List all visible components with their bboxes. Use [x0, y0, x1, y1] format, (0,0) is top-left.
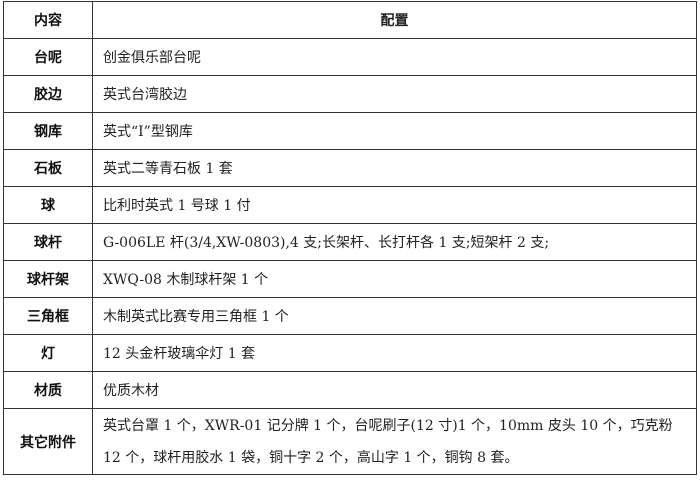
- table-row: 球杆架 XWQ-08 木制球杆架 1 个: [3, 260, 697, 298]
- row-key: 其它附件: [3, 408, 93, 475]
- row-value: 英式二等青石板 1 套: [92, 149, 697, 187]
- row-value: 英式“I”型钢库: [92, 112, 697, 150]
- row-key: 台呢: [3, 38, 93, 76]
- header-content: 内容: [3, 1, 93, 39]
- table-row: 钢库 英式“I”型钢库: [3, 112, 697, 150]
- row-value: 创金俱乐部台呢: [92, 38, 697, 76]
- row-value: XWQ-08 木制球杆架 1 个: [92, 260, 697, 298]
- table-header-row: 内容 配置: [3, 1, 697, 39]
- row-key: 球: [3, 186, 93, 224]
- row-value: 12 头金杆玻璃伞灯 1 套: [92, 334, 697, 372]
- row-value: 英式台罩 1 个，XWR-01 记分牌 1 个，台呢刷子(12 寸)1 个，10…: [92, 408, 697, 475]
- table-row: 台呢 创金俱乐部台呢: [3, 38, 697, 76]
- row-key: 材质: [3, 371, 93, 409]
- table-row: 材质 优质木材: [3, 371, 697, 409]
- row-key: 灯: [3, 334, 93, 372]
- table-row: 球杆 G-006LE 杆(3/4,XW-0803),4 支;长架杆、长打杆各 1 …: [3, 223, 697, 261]
- table-row: 胶边 英式台湾胶边: [3, 75, 697, 113]
- row-value: 英式台湾胶边: [92, 75, 697, 113]
- table-row: 石板 英式二等青石板 1 套: [3, 149, 697, 187]
- row-value: 优质木材: [92, 371, 697, 409]
- row-value: 比利时英式 1 号球 1 付: [92, 186, 697, 224]
- table-row: 三角框 木制英式比赛专用三角框 1 个: [3, 297, 697, 335]
- row-key: 三角框: [3, 297, 93, 335]
- row-value: G-006LE 杆(3/4,XW-0803),4 支;长架杆、长打杆各 1 支;…: [92, 223, 697, 261]
- row-value: 木制英式比赛专用三角框 1 个: [92, 297, 697, 335]
- table-row: 球比利时英式 1 号球 1 付: [3, 186, 697, 224]
- row-key: 钢库: [3, 112, 93, 150]
- header-configuration: 配置: [92, 1, 697, 39]
- table-row: 灯 12 头金杆玻璃伞灯 1 套: [3, 334, 697, 372]
- configuration-table: 内容 配置 台呢 创金俱乐部台呢 胶边 英式台湾胶边 钢库 英式“I”型钢库 石板 英式…: [3, 1, 697, 475]
- table-row: 其它附件 英式台罩 1 个，XWR-01 记分牌 1 个，台呢刷子(12 寸)1 …: [3, 408, 697, 475]
- row-key: 球杆: [3, 223, 93, 261]
- row-key: 石板: [3, 149, 93, 187]
- row-key: 球杆架: [3, 260, 93, 298]
- row-key: 胶边: [3, 75, 93, 113]
